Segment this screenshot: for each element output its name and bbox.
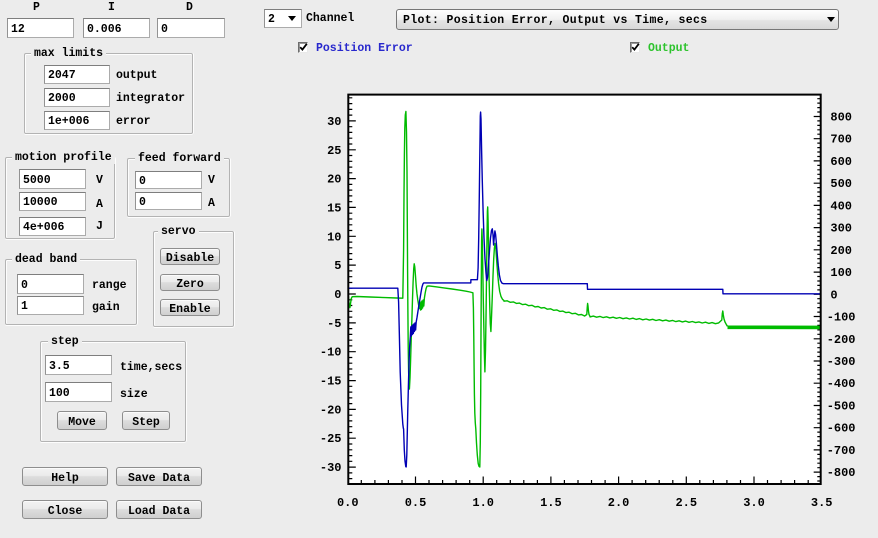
svg-text:-600: -600 xyxy=(827,422,856,436)
svg-text:-800: -800 xyxy=(827,466,856,480)
svg-text:2.0: 2.0 xyxy=(608,496,630,510)
svg-text:-25: -25 xyxy=(320,432,342,446)
svg-text:0.0: 0.0 xyxy=(337,496,359,510)
svg-text:800: 800 xyxy=(830,111,852,125)
svg-text:200: 200 xyxy=(830,244,852,258)
svg-text:25: 25 xyxy=(327,144,341,158)
svg-text:10: 10 xyxy=(327,230,341,244)
svg-text:0.5: 0.5 xyxy=(405,496,427,510)
svg-text:30: 30 xyxy=(327,115,341,129)
svg-text:-700: -700 xyxy=(827,444,856,458)
svg-text:20: 20 xyxy=(327,173,341,187)
svg-text:3.5: 3.5 xyxy=(811,496,833,510)
svg-text:100: 100 xyxy=(830,266,852,280)
svg-text:-300: -300 xyxy=(827,355,856,369)
svg-text:700: 700 xyxy=(830,133,852,147)
svg-text:-15: -15 xyxy=(320,375,342,389)
svg-text:500: 500 xyxy=(830,177,852,191)
svg-text:1.5: 1.5 xyxy=(540,496,562,510)
svg-text:400: 400 xyxy=(830,199,852,213)
svg-text:-20: -20 xyxy=(320,403,342,417)
svg-text:1.0: 1.0 xyxy=(472,496,494,510)
svg-text:0: 0 xyxy=(334,288,341,302)
svg-text:-100: -100 xyxy=(827,311,856,325)
svg-text:-400: -400 xyxy=(827,377,856,391)
svg-text:3.0: 3.0 xyxy=(743,496,765,510)
svg-text:-10: -10 xyxy=(320,346,342,360)
svg-text:-500: -500 xyxy=(827,400,856,414)
svg-text:5: 5 xyxy=(334,259,341,273)
svg-text:300: 300 xyxy=(830,222,852,236)
svg-text:-30: -30 xyxy=(320,461,342,475)
svg-text:-200: -200 xyxy=(827,333,856,347)
svg-text:15: 15 xyxy=(327,201,341,215)
svg-text:2.5: 2.5 xyxy=(675,496,697,510)
svg-text:0: 0 xyxy=(830,288,837,302)
svg-text:600: 600 xyxy=(830,155,852,169)
svg-text:-5: -5 xyxy=(327,317,341,331)
